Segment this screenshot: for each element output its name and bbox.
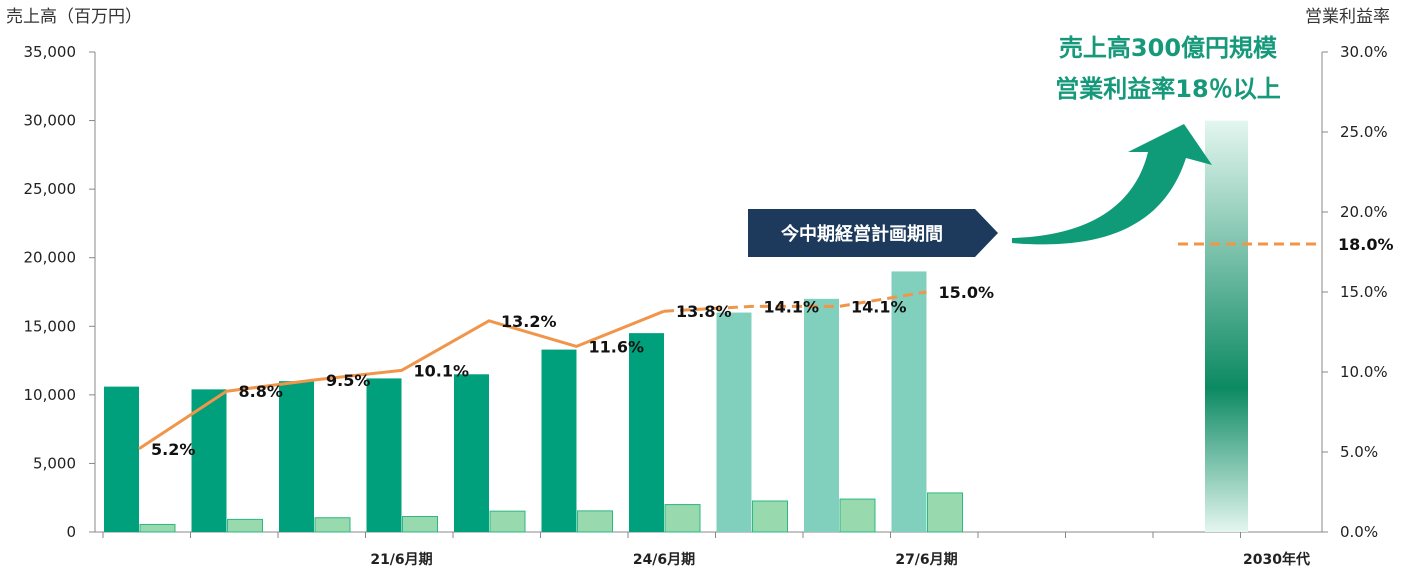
x-category-label: 24/6月期 [633, 552, 695, 568]
sales-bar [191, 389, 227, 532]
operating-profit-bar [927, 492, 963, 533]
margin-data-label: 10.1% [414, 361, 470, 380]
plan-period-label: 今中期経営計画期間 [781, 223, 943, 245]
y-right-tick-label: 30.0% [1340, 43, 1388, 61]
margin-data-label: 13.8% [676, 302, 732, 321]
x-category-label: 27/6月期 [895, 552, 957, 568]
operating-profit-bar [489, 510, 526, 533]
y-right-tick-label: 15.0% [1340, 283, 1388, 301]
margin-line-actual [138, 309, 665, 451]
y-right-tick-label: 25.0% [1340, 123, 1388, 141]
target-text-line2: 営業利益率18％以上 [1055, 75, 1280, 103]
plan-period-arrow-shape [748, 209, 998, 257]
operating-profit-bar [664, 504, 701, 533]
x-category-label: 21/6月期 [370, 552, 432, 568]
target-text-line1: 売上高300億円規模 [1059, 34, 1278, 62]
y-left-tick-label: 20,000 [24, 249, 77, 267]
operating-profit-bar [577, 510, 613, 533]
sales-bar [366, 378, 402, 532]
y-left-tick-label: 5,000 [33, 454, 76, 472]
sales-bar [891, 271, 927, 532]
operating-profit-bar [314, 517, 351, 533]
operating-profit-bar [402, 516, 438, 533]
operating-profit-bar [227, 518, 263, 533]
y-right-axis-title: 営業利益率 [1305, 7, 1390, 27]
y-left-tick-label: 25,000 [24, 180, 77, 198]
margin-data-label: 13.2% [501, 312, 557, 331]
y-right-tick-label: 0.0% [1340, 523, 1378, 541]
growth-arrow [1012, 124, 1212, 245]
y-left-tick-label: 0 [66, 523, 76, 541]
target-margin-label: 18.0% [1338, 235, 1394, 254]
sales-bar [629, 333, 664, 532]
operating-profit-bar [839, 498, 876, 533]
x-category-label: 2030年代 [1243, 551, 1310, 568]
margin-line-plan [663, 290, 927, 313]
margin-data-label: 11.6% [589, 337, 645, 356]
margin-data-label: 14.1% [851, 297, 907, 316]
margin-data-label: 8.8% [239, 382, 283, 401]
operating-profit-bar [139, 523, 176, 533]
operating-profit-bar [752, 500, 788, 533]
y-right-tick-label: 20.0% [1340, 203, 1388, 221]
sales-bar [804, 298, 839, 532]
y-left-tick-label: 10,000 [24, 386, 77, 404]
sales-bar [104, 386, 139, 532]
sales-bar [279, 381, 314, 532]
y-left-tick-label: 15,000 [24, 317, 77, 335]
y-left-axis-title: 売上高（百万円） [6, 7, 142, 27]
y-left-tick-label: 35,000 [24, 43, 77, 61]
margin-data-label: 14.1% [764, 297, 820, 316]
y-right-tick-label: 10.0% [1340, 363, 1388, 381]
sales-bar [541, 349, 577, 532]
target-sales-bar [1205, 120, 1248, 533]
sales-bar [716, 312, 752, 532]
margin-data-label: 9.5% [326, 371, 370, 390]
margin-data-label: 5.2% [151, 440, 195, 459]
sales-bar [454, 374, 489, 532]
y-left-tick-label: 30,000 [24, 112, 77, 130]
margin-data-label: 15.0% [939, 283, 995, 302]
y-right-tick-label: 5.0% [1340, 443, 1378, 461]
plan-period-banner: 今中期経営計画期間 [748, 209, 998, 257]
